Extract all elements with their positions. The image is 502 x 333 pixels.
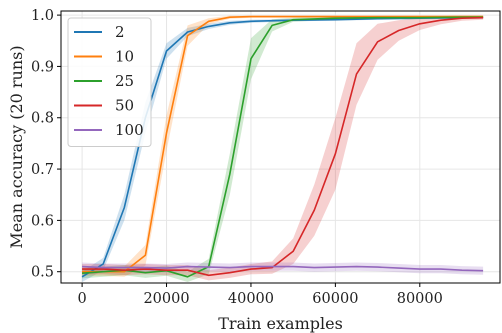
- y-tick-label: 0.5: [31, 265, 54, 281]
- x-tick-label: 0: [77, 291, 86, 307]
- legend-label: 50: [115, 97, 134, 115]
- legend: 2 10 25 50 100: [67, 17, 152, 147]
- series-lines: [81, 15, 484, 278]
- line-series-25: [82, 16, 484, 278]
- legend-label: 25: [115, 72, 134, 90]
- confidence-bands: [82, 15, 484, 282]
- axis-ticks: 0 20000 40000 60000 80000 0.5 0.6 0.7 0.8 0.9 1.0: [31, 8, 443, 307]
- band-series-10: [82, 15, 484, 277]
- line-series-100: [82, 265, 484, 272]
- x-tick-label: 80000: [397, 291, 443, 307]
- x-axis-title: Train examples: [218, 314, 343, 333]
- legend-label: 10: [115, 48, 134, 66]
- plot-frame: [60, 10, 501, 284]
- legend-label: 100: [115, 121, 144, 139]
- x-tick-label: 60000: [312, 291, 358, 307]
- y-tick-label: 0.7: [31, 162, 54, 178]
- legend-label: 2: [115, 23, 125, 41]
- x-tick-label: 40000: [228, 291, 274, 307]
- y-axis-title: Mean accuracy (20 runs): [7, 45, 26, 248]
- y-tick-label: 0.8: [31, 111, 54, 127]
- y-tick-label: 1.0: [31, 8, 54, 24]
- legend-box: [67, 17, 152, 147]
- x-tick-label: 20000: [143, 291, 189, 307]
- y-tick-label: 0.9: [31, 59, 54, 75]
- line-series-50: [82, 16, 484, 277]
- y-tick-label: 0.6: [31, 213, 54, 229]
- line-series-10: [82, 15, 484, 273]
- band-series-100: [82, 262, 484, 275]
